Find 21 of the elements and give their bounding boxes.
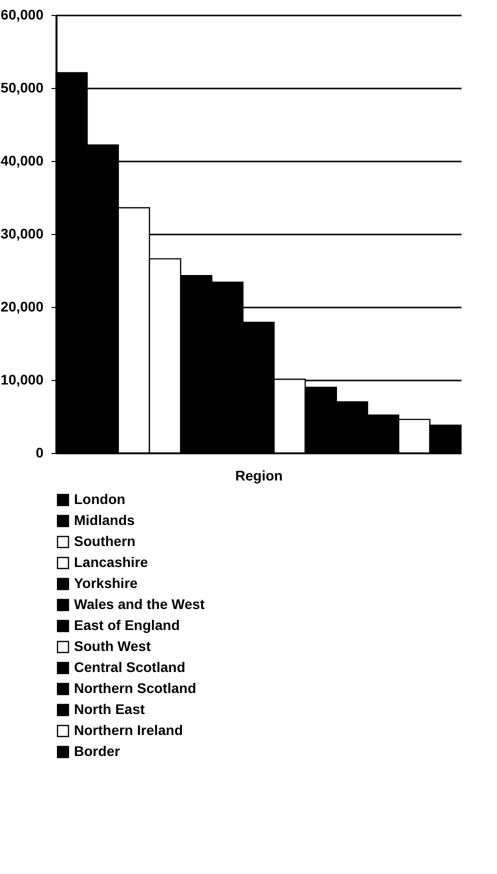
y-tick-label: 20,000 xyxy=(0,298,44,314)
y-tick-label: 0 xyxy=(36,444,44,460)
legend-label: East of England xyxy=(74,617,180,633)
legend-label: London xyxy=(74,491,126,507)
legend-label: North East xyxy=(74,701,146,717)
legend-label: Central Scotland xyxy=(74,659,186,675)
y-tick-label: 10,000 xyxy=(0,372,44,388)
legend-label: Southern xyxy=(74,533,136,549)
legend-label: Lancashire xyxy=(74,554,148,570)
legend-label: Northern Ireland xyxy=(74,722,183,738)
legend-label: Wales and the West xyxy=(74,596,206,612)
y-tick-label: 60,000 xyxy=(0,6,44,22)
y-tick-label: 30,000 xyxy=(0,226,44,242)
legend-label: South West xyxy=(74,638,152,654)
y-tick-label: 50,000 xyxy=(0,80,44,96)
legend-label: Border xyxy=(74,743,120,759)
legend-label: Midlands xyxy=(74,512,135,528)
x-axis-title: Region xyxy=(235,468,283,484)
legend-label: Yorkshire xyxy=(74,575,138,591)
y-tick-label: 40,000 xyxy=(0,152,44,168)
legend-label: Northern Scotland xyxy=(74,680,196,696)
